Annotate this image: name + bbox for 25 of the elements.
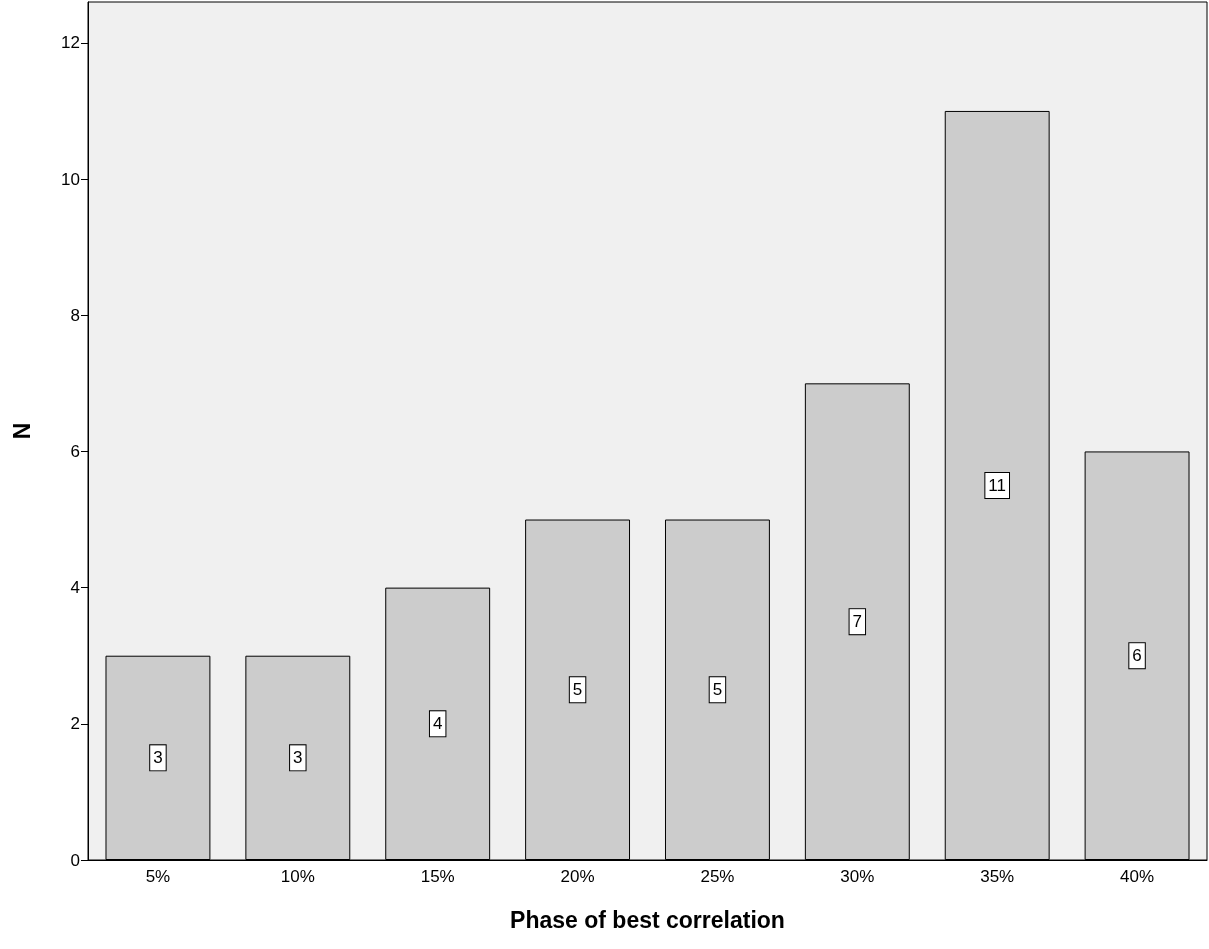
y-tick-label: 12: [61, 33, 80, 53]
data-label: 3: [293, 748, 303, 768]
data-label: 4: [432, 714, 443, 734]
data-label: 11: [988, 475, 1007, 495]
data-label: 5: [712, 680, 723, 700]
y-tick-label: 4: [70, 578, 80, 598]
x-tick-label: 15%: [420, 867, 455, 886]
x-axis-title: Phase of best correlation: [510, 906, 785, 933]
y-tick-label: 8: [70, 305, 80, 325]
x-tick-label: 25%: [700, 867, 735, 886]
x-tick-label: 40%: [1120, 867, 1155, 886]
data-label: 6: [1132, 646, 1142, 666]
y-axis-title: N: [8, 422, 35, 440]
y-tick-label: 6: [70, 441, 80, 461]
x-tick-label: 20%: [560, 867, 595, 886]
data-label: 3: [153, 748, 163, 768]
x-tick-label: 30%: [840, 867, 875, 886]
x-tick-label: 35%: [980, 867, 1015, 886]
data-label: 7: [852, 612, 863, 632]
x-tick-label: 10%: [280, 867, 315, 886]
x-tick-label: 5%: [145, 867, 171, 886]
y-tick-label: 10: [61, 169, 80, 189]
y-tick-label: 2: [70, 714, 80, 734]
y-tick-label: 0: [70, 850, 80, 870]
data-label: 5: [572, 680, 583, 700]
